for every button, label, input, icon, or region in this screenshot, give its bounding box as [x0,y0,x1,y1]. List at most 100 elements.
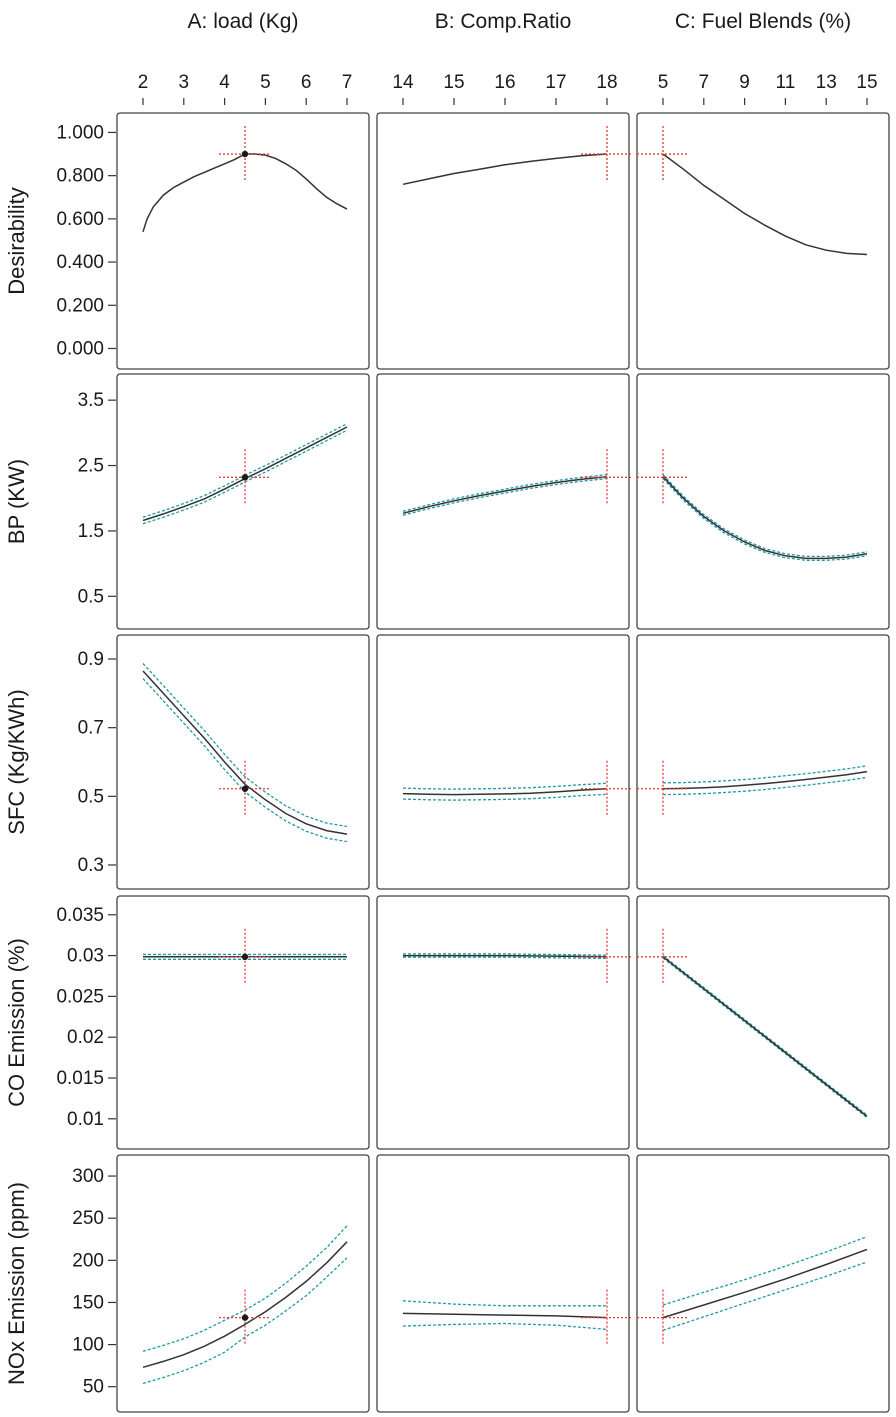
optimum-point [241,785,249,792]
optimum-point [241,1314,249,1321]
panel-frame [116,1154,370,1413]
response-axis-label: NOx Emission (ppm) [4,1182,29,1385]
prediction-line [662,770,868,790]
prediction-line [402,1312,608,1319]
ci-lower-line [662,776,868,796]
prediction-line [662,476,868,560]
prediction-line [662,153,868,256]
ci-upper-line [662,765,868,784]
ci-lower-line [662,957,868,1119]
prediction-line [402,475,608,515]
panel-2-c [636,634,890,890]
panel-frame [376,112,630,370]
x-tick-label: 7 [699,72,710,93]
y-tick-label: 100 [72,1335,104,1356]
y-tick-label: 0.200 [56,295,104,316]
optimum-point [241,150,249,158]
x-tick-label: 18 [596,72,617,93]
response-axis-label: SFC (Kg/KWh) [4,689,29,834]
x-tick-label: 13 [816,72,837,93]
x-tick-label: 9 [739,72,750,93]
ci-lower-line [142,1257,348,1385]
y-tick-label: 0.800 [56,166,104,187]
y-tick-label: 0.600 [56,209,104,230]
y-tick-label: 0.3 [78,855,104,876]
panel-1-b [376,373,633,630]
x-tick-label: 16 [494,72,515,93]
panel-1-c [636,373,890,630]
panel-2-b [376,634,633,890]
panel-1-a [116,373,370,630]
optimum-point [241,953,249,961]
x-tick-label: 17 [545,72,566,93]
x-tick-label: 2 [138,72,149,93]
panel-2-a [116,634,370,890]
panel-3-c [636,895,890,1150]
x-tick-label: 11 [776,72,796,93]
panel-frame [636,112,890,370]
y-tick-label: 0.03 [67,946,104,967]
y-tick-label: 0.01 [67,1109,104,1130]
y-tick-label: 3.5 [78,390,104,411]
y-tick-label: 300 [72,1166,104,1187]
ci-upper-line [403,953,608,956]
panel-frame [116,895,370,1150]
panel-4-a [116,1154,370,1413]
y-tick-label: 200 [72,1250,104,1271]
y-tick-label: 0.9 [78,649,104,670]
response-axis-label: BP (KW) [4,459,29,544]
factor-title-b: B: Comp.Ratio [435,10,572,33]
ci-lower-line [402,793,608,801]
panel-4-c [636,1154,890,1413]
panel-4-b [376,1154,633,1413]
prediction-line [142,1241,348,1369]
panel-frame [636,1154,890,1413]
panel-frame [636,373,890,630]
prediction-line [662,956,868,1117]
y-tick-label: 0.035 [56,905,104,926]
y-tick-label: 250 [72,1208,104,1229]
y-tick-label: 0.000 [56,338,104,359]
ci-upper-line [662,474,868,558]
ci-lower-line [402,477,608,516]
panel-frame [376,1154,630,1413]
y-tick-label: 0.02 [67,1027,104,1048]
x-tick-label: 6 [301,72,312,93]
y-tick-label: 0.400 [56,252,104,273]
panel-frame [376,373,630,630]
y-tick-label: 1.000 [56,122,104,143]
y-tick-label: 1.5 [78,521,104,542]
prediction-line [402,153,608,186]
panel-frame [376,895,630,1150]
factor-title-a: A: load (Kg) [188,10,299,33]
prediction-line [662,1248,868,1319]
panel-0-c [636,112,890,370]
ci-lower-line [402,1322,608,1331]
y-tick-label: 0.5 [78,786,104,807]
y-tick-label: 0.025 [56,986,104,1007]
factor-title-c: C: Fuel Blends (%) [675,10,851,33]
y-tick-label: 150 [72,1292,104,1313]
ci-upper-line [402,474,608,512]
y-tick-label: 0.7 [78,718,104,739]
prediction-line [142,670,348,835]
ci-upper-line [662,955,868,1116]
x-tick-label: 7 [342,72,353,93]
y-tick-label: 0.5 [78,586,104,607]
panel-0-a [116,112,370,370]
x-tick-label: 4 [219,72,230,93]
ci-upper-line [402,1300,607,1307]
ci-upper-line [402,782,608,790]
optimum-point [241,474,249,481]
x-tick-label: 15 [856,72,877,93]
panel-frame [636,895,890,1150]
x-tick-label: 5 [658,72,669,93]
panel-frame [116,373,370,630]
panel-frame [116,112,370,370]
x-tick-label: 3 [179,72,190,93]
prediction-line [402,788,608,796]
ci-lower-line [662,478,868,561]
panel-0-b [376,112,633,370]
prediction-line [142,153,348,233]
